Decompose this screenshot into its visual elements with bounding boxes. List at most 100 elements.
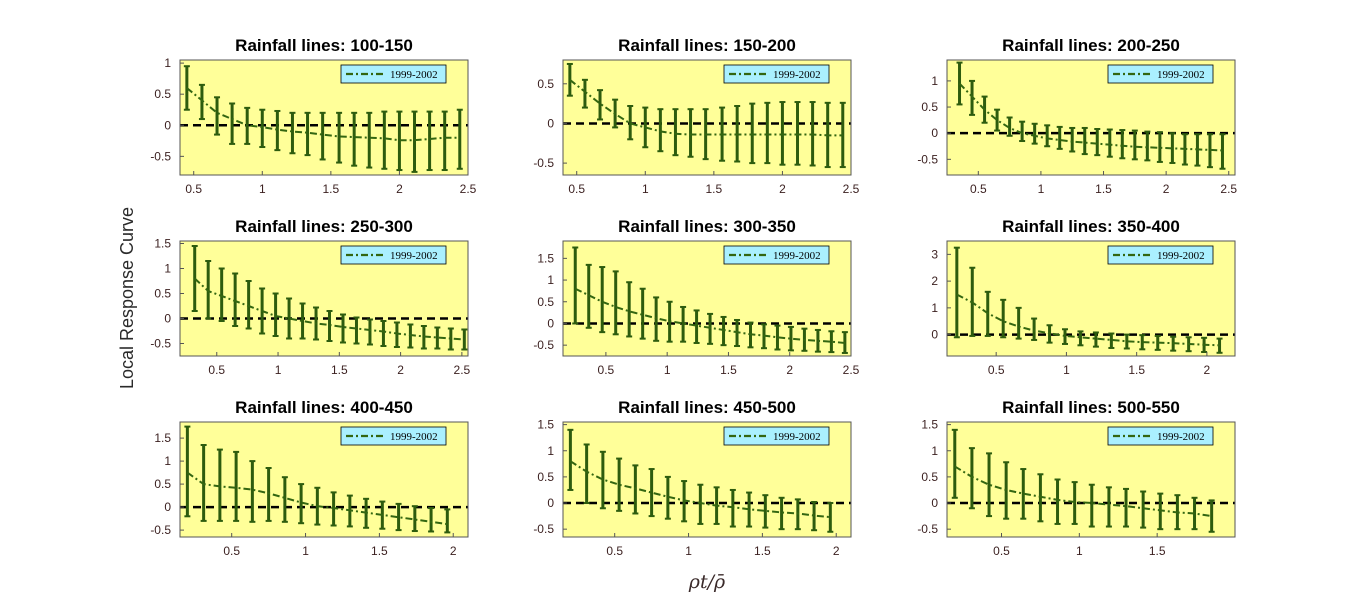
x-tick-label: 1.5 bbox=[371, 544, 388, 558]
error-bar bbox=[612, 270, 619, 336]
series-line bbox=[956, 293, 1220, 347]
error-bar bbox=[953, 246, 960, 339]
y-tick-label: -0.5 bbox=[533, 338, 554, 352]
panel-9: 0.5 1 1.5 -0.5 0 0.5 1 1.5 Rainfall lines: 500-5… bbox=[917, 398, 1236, 558]
panel-3: 0.5 1 1.5 2 2.5 -0.5 0 0.5 1 Rainfall lines: 200-… bbox=[917, 36, 1237, 196]
x-tick-label: 1.5 bbox=[706, 182, 723, 196]
legend: 1999-2002 bbox=[1107, 245, 1214, 265]
error-bar bbox=[1108, 332, 1115, 349]
series-line bbox=[958, 82, 1223, 152]
axes-frame bbox=[946, 59, 1236, 176]
error-bar bbox=[299, 302, 306, 340]
y-tick-label: 0.5 bbox=[154, 477, 171, 491]
error-bar bbox=[286, 297, 293, 340]
axes-frame bbox=[562, 421, 852, 538]
y-tick-label: 1 bbox=[931, 444, 938, 458]
error-bar bbox=[1140, 490, 1147, 529]
x-tick-label: 0.5 bbox=[568, 182, 585, 196]
error-bar bbox=[1139, 334, 1146, 351]
x-tick-label: 0.5 bbox=[988, 363, 1005, 377]
y-tick-label: 0 bbox=[547, 316, 554, 330]
y-tick-label: 1 bbox=[547, 273, 554, 287]
error-bar bbox=[672, 108, 679, 157]
x-tick-label: 1 bbox=[275, 363, 282, 377]
y-tick-label: 1 bbox=[931, 74, 938, 88]
legend-box bbox=[1107, 245, 1214, 265]
y-tick-label: -0.5 bbox=[533, 156, 554, 170]
error-bar bbox=[272, 292, 279, 337]
x-tick-label: 0.5 bbox=[606, 544, 623, 558]
error-bar bbox=[1156, 131, 1163, 163]
axes-frame bbox=[946, 240, 1236, 357]
error-bar bbox=[428, 507, 435, 533]
x-tick-label: 0.5 bbox=[208, 363, 225, 377]
x-tick-label: 2 bbox=[396, 182, 403, 196]
error-bar bbox=[779, 101, 786, 166]
y-tick-label: 0 bbox=[164, 118, 171, 132]
error-bar bbox=[441, 110, 448, 172]
y-tick-label: 0 bbox=[547, 496, 554, 510]
error-bar bbox=[339, 313, 346, 344]
x-tick-label: 1 bbox=[664, 363, 671, 377]
error-bar bbox=[787, 325, 794, 352]
error-bar bbox=[353, 316, 360, 345]
x-tick-label: 1.5 bbox=[1149, 544, 1166, 558]
x-tick-label: 2 bbox=[833, 544, 840, 558]
series-line bbox=[569, 79, 843, 137]
error-bar bbox=[1219, 133, 1226, 170]
error-bar bbox=[434, 326, 441, 350]
x-tick-label: 2 bbox=[1204, 363, 1211, 377]
error-bar bbox=[1006, 116, 1013, 137]
x-tick-label: 2 bbox=[397, 363, 404, 377]
y-tick-label: 1 bbox=[931, 301, 938, 315]
x-tick-label: 2 bbox=[786, 363, 793, 377]
error-bar bbox=[456, 108, 463, 170]
error-bar bbox=[572, 246, 579, 325]
error-bar bbox=[693, 309, 700, 344]
y-tick-label: 0 bbox=[931, 496, 938, 510]
error-bar bbox=[298, 483, 305, 525]
error-bar bbox=[1105, 486, 1112, 528]
error-bar bbox=[632, 464, 639, 515]
error-bar bbox=[828, 330, 835, 354]
panel-1: 0.5 1 1.5 2 2.5 -0.5 0 0.5 1 Rainfall lines: 100-… bbox=[150, 36, 476, 196]
panel-title: Rainfall lines: 250-300 bbox=[235, 217, 413, 236]
error-bar bbox=[218, 267, 225, 322]
legend-box bbox=[723, 426, 830, 446]
error-bar bbox=[664, 475, 671, 520]
axes-frame bbox=[946, 421, 1236, 538]
legend-box bbox=[1107, 64, 1214, 84]
panel-title: Rainfall lines: 200-250 bbox=[1002, 36, 1180, 55]
x-tick-label: 1 bbox=[302, 544, 309, 558]
error-bar bbox=[198, 83, 205, 121]
legend-box bbox=[340, 64, 447, 84]
x-tick-label: 1.5 bbox=[323, 182, 340, 196]
error-bar bbox=[968, 447, 975, 510]
legend-label: 1999-2002 bbox=[390, 431, 438, 443]
error-bar bbox=[626, 281, 633, 338]
panel-6: 0.5 1 1.5 2 0 1 2 3 Rainfall lines: 350-400 1999-… bbox=[931, 217, 1236, 377]
x-tick-label: 1 bbox=[1038, 182, 1045, 196]
error-bar bbox=[232, 272, 239, 327]
error-bar bbox=[366, 318, 373, 346]
y-tick-label: 1.5 bbox=[537, 251, 554, 265]
y-tick-label: -0.5 bbox=[917, 152, 938, 166]
series-line bbox=[574, 287, 845, 344]
error-bar bbox=[426, 110, 433, 172]
error-bar bbox=[811, 500, 818, 532]
y-tick-label: 0.5 bbox=[537, 295, 554, 309]
error-bar bbox=[1069, 126, 1076, 153]
y-tick-label: 0.5 bbox=[154, 287, 171, 301]
error-bar bbox=[395, 502, 402, 532]
error-bar bbox=[774, 324, 781, 351]
error-bar bbox=[729, 488, 736, 528]
error-bar bbox=[274, 109, 281, 152]
error-bar bbox=[567, 428, 574, 491]
error-bar bbox=[249, 460, 256, 523]
error-bar bbox=[794, 101, 801, 166]
legend: 1999-2002 bbox=[723, 245, 830, 265]
x-tick-label: 1.5 bbox=[1128, 363, 1145, 377]
legend-box bbox=[723, 64, 830, 84]
error-bar bbox=[444, 508, 451, 534]
error-bar bbox=[762, 494, 769, 529]
